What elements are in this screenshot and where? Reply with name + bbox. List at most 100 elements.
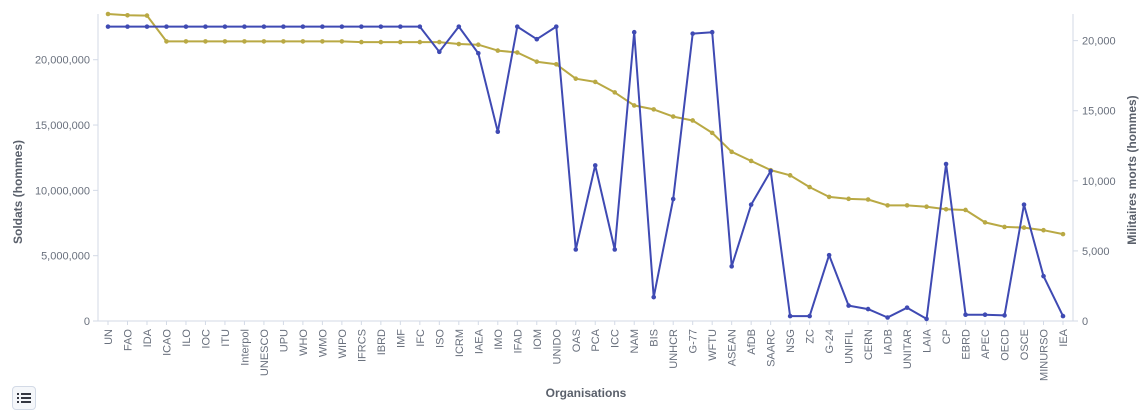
data-point-soldats[interactable] — [320, 39, 325, 44]
data-point-morts[interactable] — [281, 24, 286, 29]
data-point-morts[interactable] — [1041, 273, 1046, 279]
data-point-soldats[interactable] — [885, 203, 890, 208]
data-point-morts[interactable] — [592, 163, 598, 168]
data-point-soldats[interactable] — [359, 39, 364, 45]
legend-toggle-button[interactable] — [12, 386, 36, 410]
data-point-soldats[interactable] — [631, 103, 637, 108]
data-point-morts[interactable] — [709, 29, 715, 35]
data-point-morts[interactable] — [846, 303, 851, 308]
data-point-morts[interactable] — [612, 247, 618, 252]
data-point-morts[interactable] — [398, 24, 403, 29]
data-point-morts[interactable] — [807, 313, 812, 319]
data-point-morts[interactable] — [164, 24, 169, 29]
data-point-morts[interactable] — [339, 24, 345, 29]
data-point-soldats[interactable] — [437, 39, 442, 45]
data-point-soldats[interactable] — [281, 39, 286, 44]
data-point-soldats[interactable] — [242, 39, 247, 44]
data-point-morts[interactable] — [203, 24, 208, 29]
data-point-morts[interactable] — [748, 202, 754, 207]
data-point-morts[interactable] — [670, 196, 676, 202]
data-point-morts[interactable] — [963, 312, 968, 317]
data-point-soldats[interactable] — [846, 196, 851, 202]
data-point-soldats[interactable] — [476, 42, 481, 47]
data-point-soldats[interactable] — [963, 207, 968, 213]
data-point-soldats[interactable] — [690, 118, 695, 123]
data-point-soldats[interactable] — [924, 204, 929, 209]
data-point-morts[interactable] — [144, 24, 150, 29]
data-point-soldats[interactable] — [982, 220, 988, 225]
data-point-soldats[interactable] — [164, 39, 169, 44]
data-point-morts[interactable] — [456, 24, 462, 29]
data-point-soldats[interactable] — [456, 41, 462, 47]
data-point-soldats[interactable] — [144, 13, 150, 18]
data-point-soldats[interactable] — [709, 130, 715, 136]
data-point-soldats[interactable] — [865, 197, 871, 202]
data-point-morts[interactable] — [378, 24, 384, 29]
data-point-soldats[interactable] — [378, 39, 384, 45]
data-point-soldats[interactable] — [1021, 225, 1027, 230]
data-point-morts[interactable] — [242, 24, 247, 29]
data-point-soldats[interactable] — [339, 39, 345, 44]
data-point-morts[interactable] — [826, 252, 832, 258]
data-point-soldats[interactable] — [261, 39, 267, 44]
data-point-morts[interactable] — [222, 24, 228, 29]
data-point-morts[interactable] — [651, 294, 657, 300]
data-point-morts[interactable] — [183, 24, 189, 29]
data-point-morts[interactable] — [885, 315, 890, 320]
data-point-soldats[interactable] — [729, 149, 734, 155]
data-point-morts[interactable] — [1060, 313, 1066, 319]
data-point-soldats[interactable] — [105, 11, 111, 17]
data-point-soldats[interactable] — [514, 50, 520, 55]
data-point-morts[interactable] — [729, 264, 734, 269]
data-point-soldats[interactable] — [300, 39, 306, 44]
data-point-soldats[interactable] — [125, 13, 130, 18]
data-point-soldats[interactable] — [222, 39, 228, 44]
data-point-morts[interactable] — [573, 247, 579, 252]
data-point-soldats[interactable] — [398, 39, 403, 45]
data-point-morts[interactable] — [320, 24, 325, 29]
data-point-morts[interactable] — [1002, 313, 1007, 318]
data-point-soldats[interactable] — [1002, 224, 1007, 230]
data-point-morts[interactable] — [924, 316, 929, 322]
data-point-morts[interactable] — [690, 31, 695, 36]
data-point-morts[interactable] — [865, 306, 871, 312]
data-point-morts[interactable] — [768, 168, 773, 174]
data-point-soldats[interactable] — [651, 107, 657, 112]
data-point-soldats[interactable] — [1060, 231, 1066, 237]
data-point-soldats[interactable] — [670, 114, 676, 119]
data-point-soldats[interactable] — [787, 173, 793, 178]
data-point-morts[interactable] — [553, 24, 559, 29]
data-point-soldats[interactable] — [1041, 227, 1046, 233]
data-point-soldats[interactable] — [612, 90, 618, 95]
data-point-morts[interactable] — [534, 36, 540, 42]
data-point-morts[interactable] — [125, 24, 130, 29]
data-point-soldats[interactable] — [553, 61, 559, 67]
data-point-morts[interactable] — [631, 29, 637, 35]
data-point-morts[interactable] — [417, 24, 423, 29]
data-point-morts[interactable] — [1021, 202, 1027, 207]
data-point-morts[interactable] — [495, 129, 501, 135]
data-point-soldats[interactable] — [807, 184, 812, 190]
data-point-morts[interactable] — [437, 49, 442, 55]
data-point-soldats[interactable] — [748, 158, 754, 164]
data-point-soldats[interactable] — [203, 39, 208, 44]
data-point-soldats[interactable] — [943, 207, 949, 212]
data-point-soldats[interactable] — [826, 194, 832, 200]
data-point-morts[interactable] — [105, 24, 111, 29]
data-point-morts[interactable] — [982, 312, 988, 317]
data-point-morts[interactable] — [476, 50, 481, 56]
data-point-morts[interactable] — [261, 24, 267, 29]
data-point-morts[interactable] — [300, 24, 306, 29]
data-point-morts[interactable] — [943, 161, 949, 167]
data-point-soldats[interactable] — [495, 48, 501, 53]
data-point-morts[interactable] — [514, 24, 520, 29]
data-point-soldats[interactable] — [183, 39, 189, 44]
data-point-soldats[interactable] — [904, 203, 910, 208]
data-point-morts[interactable] — [359, 24, 364, 29]
data-point-morts[interactable] — [904, 305, 910, 310]
data-point-soldats[interactable] — [573, 76, 579, 81]
data-point-soldats[interactable] — [534, 59, 540, 64]
data-point-morts[interactable] — [787, 313, 793, 319]
data-point-soldats[interactable] — [592, 79, 598, 85]
data-point-soldats[interactable] — [417, 39, 423, 45]
